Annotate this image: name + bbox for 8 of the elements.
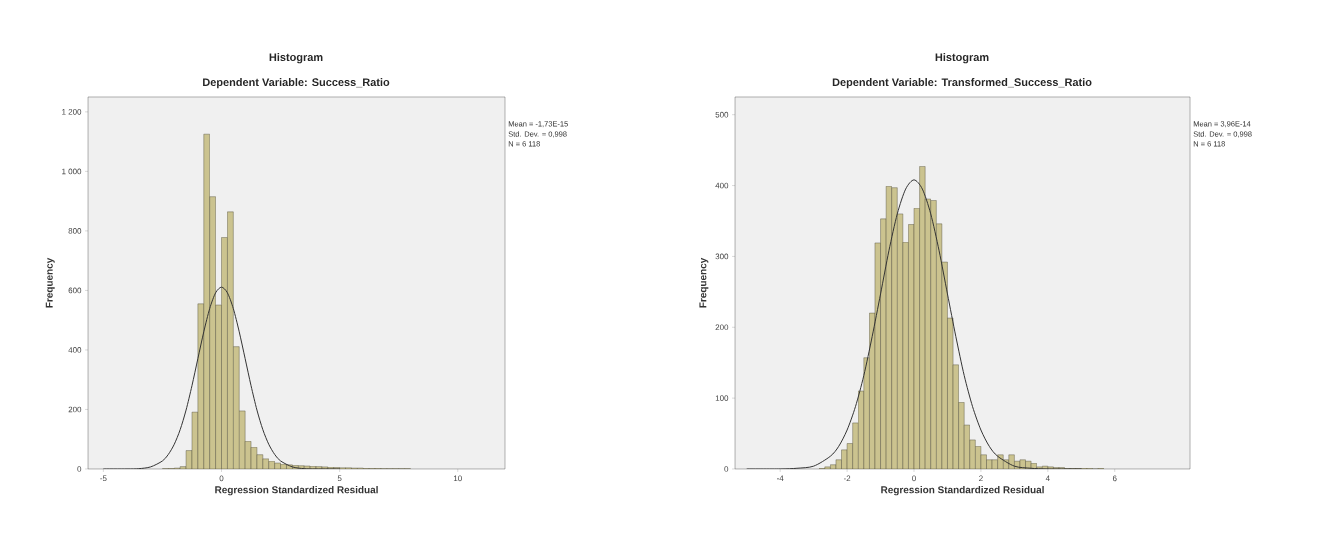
chart-subtitle: Dependent Variable: Success_Ratio bbox=[203, 78, 390, 89]
chart-title: Histogram bbox=[269, 53, 323, 64]
x-axis-title: Regression Standardized Residual bbox=[215, 485, 378, 496]
y-axis-title: Frequency bbox=[699, 257, 709, 308]
chart-subtitle: Dependent Variable: Transformed_Success_Ratio bbox=[832, 78, 1092, 89]
x-axis-title: Regression Standardized Residual bbox=[881, 485, 1044, 496]
y-axis-title: Frequency bbox=[45, 257, 55, 308]
chart-title: Histogram bbox=[935, 53, 989, 64]
